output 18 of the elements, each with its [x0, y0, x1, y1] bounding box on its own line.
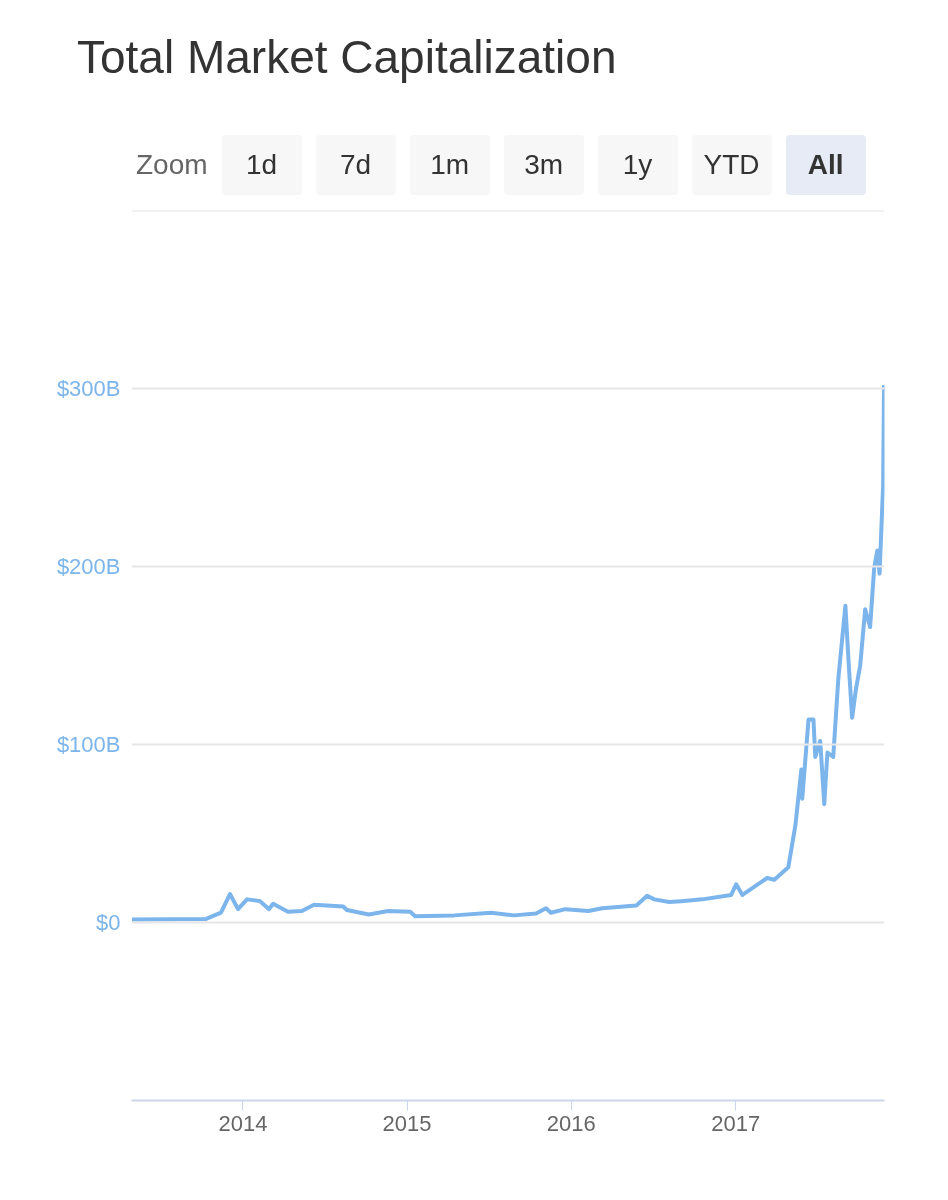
chart-title: Total Market Capitalization: [77, 30, 617, 85]
y-tick-label: $200B: [56, 554, 121, 579]
line-series: [131, 382, 885, 922]
x-tick-label: 2016: [546, 1110, 596, 1136]
text: YTD: [691, 135, 772, 195]
x-tick-label: 2015: [382, 1110, 432, 1136]
text: Zoom: [136, 149, 208, 180]
y-tick-label: $0: [96, 910, 121, 935]
text: All: [785, 135, 866, 195]
text: 1d: [221, 135, 302, 195]
text: 1m: [409, 135, 490, 195]
y-tick-label: $300B: [56, 376, 121, 401]
text: 7d: [315, 135, 396, 195]
text: 1y: [597, 135, 678, 195]
y-tick-label: $100B: [56, 732, 121, 757]
x-tick-label: 2014: [218, 1110, 268, 1136]
text: 3m: [503, 135, 584, 195]
x-tick-label: 2017: [711, 1110, 761, 1136]
